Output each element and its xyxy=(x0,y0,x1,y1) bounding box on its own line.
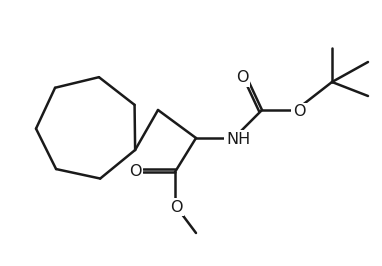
Text: NH: NH xyxy=(226,131,250,147)
Text: O: O xyxy=(170,200,182,214)
Text: O: O xyxy=(236,70,248,85)
Text: O: O xyxy=(129,164,141,180)
Text: O: O xyxy=(293,105,305,119)
